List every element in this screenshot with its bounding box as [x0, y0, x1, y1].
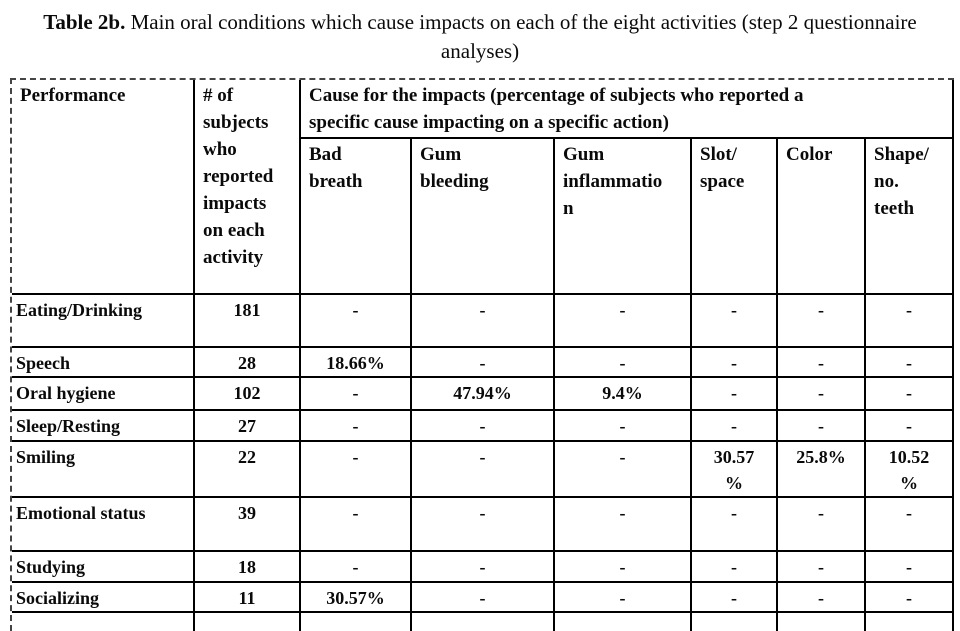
cause-value-cell: -	[866, 498, 955, 553]
subjects-cell: 28	[195, 347, 301, 379]
cause-value-cell: -	[866, 582, 955, 614]
activity-cell: Speech	[12, 347, 195, 379]
activity-cell: Eating/Drinking	[12, 294, 195, 348]
cause-value-cell: 10.52 %	[866, 442, 955, 499]
cause-value-cell: -	[866, 411, 955, 443]
activity-cell: Oral hygiene	[12, 378, 195, 412]
table-caption-text: Main oral conditions which cause impacts…	[125, 10, 917, 64]
table-row: Studying 18 - - - - - -	[12, 552, 955, 583]
column-header-bad-breath: Bad breath	[301, 138, 412, 295]
cause-value-cell: 9.4%	[555, 378, 692, 412]
cause-value-cell: 25.8%	[778, 442, 866, 499]
cause-value-cell: -	[412, 498, 555, 553]
cause-value-cell: 18.66%	[301, 347, 412, 379]
cause-value-cell: -	[412, 411, 555, 443]
activity-cell: Emotional status	[12, 498, 195, 553]
cause-value-cell: -	[692, 552, 778, 583]
cause-value-cell: -	[778, 347, 866, 379]
cause-value-cell: -	[778, 411, 866, 443]
cause-value-cell: -	[412, 347, 555, 379]
subjects-cell: 22	[195, 442, 301, 499]
activity-cell: Smiling	[12, 442, 195, 499]
table-row: Speech 28 18.66% - - - - -	[12, 347, 955, 379]
cause-value-cell: -	[301, 442, 412, 499]
table-caption-label: Table 2b.	[43, 10, 126, 34]
table-container: Performance # of subjects who reported i…	[10, 78, 955, 631]
cause-value-cell: -	[412, 552, 555, 583]
cause-value-cell: -	[301, 552, 412, 583]
column-header-slot-space: Slot/ space	[692, 138, 778, 295]
page-title: Table 2b. Main oral conditions which cau…	[28, 8, 933, 67]
cause-value-cell: -	[692, 582, 778, 614]
activity-cell: Studying	[12, 552, 195, 583]
column-header-shape-no-teeth: Shape/ no. teeth	[866, 138, 955, 295]
column-header-color: Color	[778, 138, 866, 295]
cause-value-cell: -	[301, 411, 412, 443]
cause-value-cell: -	[555, 582, 692, 614]
header-row-causes: Bad breath Gum bleeding Gum inflammatio …	[12, 138, 955, 295]
cause-value-cell: -	[301, 294, 412, 348]
cause-value-cell: -	[301, 498, 412, 553]
header-row-group: Performance # of subjects who reported i…	[12, 80, 955, 295]
cause-value-cell: -	[555, 294, 692, 348]
header-cause-group: Cause for the impacts (percentage of sub…	[301, 80, 955, 139]
column-header-gum-bleeding: Gum bleeding	[412, 138, 555, 295]
subjects-cell: 181	[195, 294, 301, 348]
cause-value-cell: 30.57 %	[692, 442, 778, 499]
activity-cell: Sleep/Resting	[12, 411, 195, 443]
cause-value-cell: -	[555, 498, 692, 553]
cause-value-cell: -	[866, 294, 955, 348]
table-row: Socializing 11 30.57% - - - - -	[12, 582, 955, 614]
cause-value-cell: -	[692, 347, 778, 379]
cause-value-cell: -	[866, 552, 955, 583]
cause-value-cell: 47.94%	[412, 378, 555, 412]
cause-value-cell: -	[412, 294, 555, 348]
cause-value-cell: -	[555, 411, 692, 443]
activity-cell: Socializing	[12, 582, 195, 614]
column-header-gum-inflammation: Gum inflammatio n	[555, 138, 692, 295]
cause-value-cell: -	[778, 294, 866, 348]
cause-value-cell: -	[412, 442, 555, 499]
table-row: Smiling 22 - - - 30.57 % 25.8% 10.52 %	[12, 442, 955, 499]
cause-value-cell: -	[866, 347, 955, 379]
cause-value-cell: -	[778, 378, 866, 412]
subjects-cell: 39	[195, 498, 301, 553]
header-performance: Performance	[12, 80, 195, 295]
cause-value-cell: -	[555, 347, 692, 379]
cause-value-cell: -	[555, 442, 692, 499]
cause-value-cell: -	[692, 498, 778, 553]
subjects-cell: 18	[195, 552, 301, 583]
subjects-cell: 102	[195, 378, 301, 412]
table-row: Oral hygiene 102 - 47.94% 9.4% - - -	[12, 378, 955, 412]
cause-value-cell: -	[692, 294, 778, 348]
cause-value-cell: -	[778, 552, 866, 583]
subjects-cell: 27	[195, 411, 301, 443]
cause-value-cell: -	[692, 378, 778, 412]
table-row: Emotional status 39 - - - - - -	[12, 498, 955, 553]
cause-value-cell: -	[301, 378, 412, 412]
header-subject-count: # of subjects who reported impacts on ea…	[195, 80, 301, 295]
results-table: Performance # of subjects who reported i…	[10, 78, 955, 631]
cause-value-cell: -	[866, 378, 955, 412]
cause-value-cell: -	[555, 552, 692, 583]
cause-value-cell: -	[778, 582, 866, 614]
cause-value-cell: 30.57%	[301, 582, 412, 614]
table-row-clipped	[12, 613, 955, 631]
cause-value-cell: -	[412, 582, 555, 614]
cause-value-cell: -	[692, 411, 778, 443]
table-row: Eating/Drinking 181 - - - - - -	[12, 294, 955, 348]
table-row: Sleep/Resting 27 - - - - - -	[12, 411, 955, 443]
subjects-cell: 11	[195, 582, 301, 614]
cause-value-cell: -	[778, 498, 866, 553]
